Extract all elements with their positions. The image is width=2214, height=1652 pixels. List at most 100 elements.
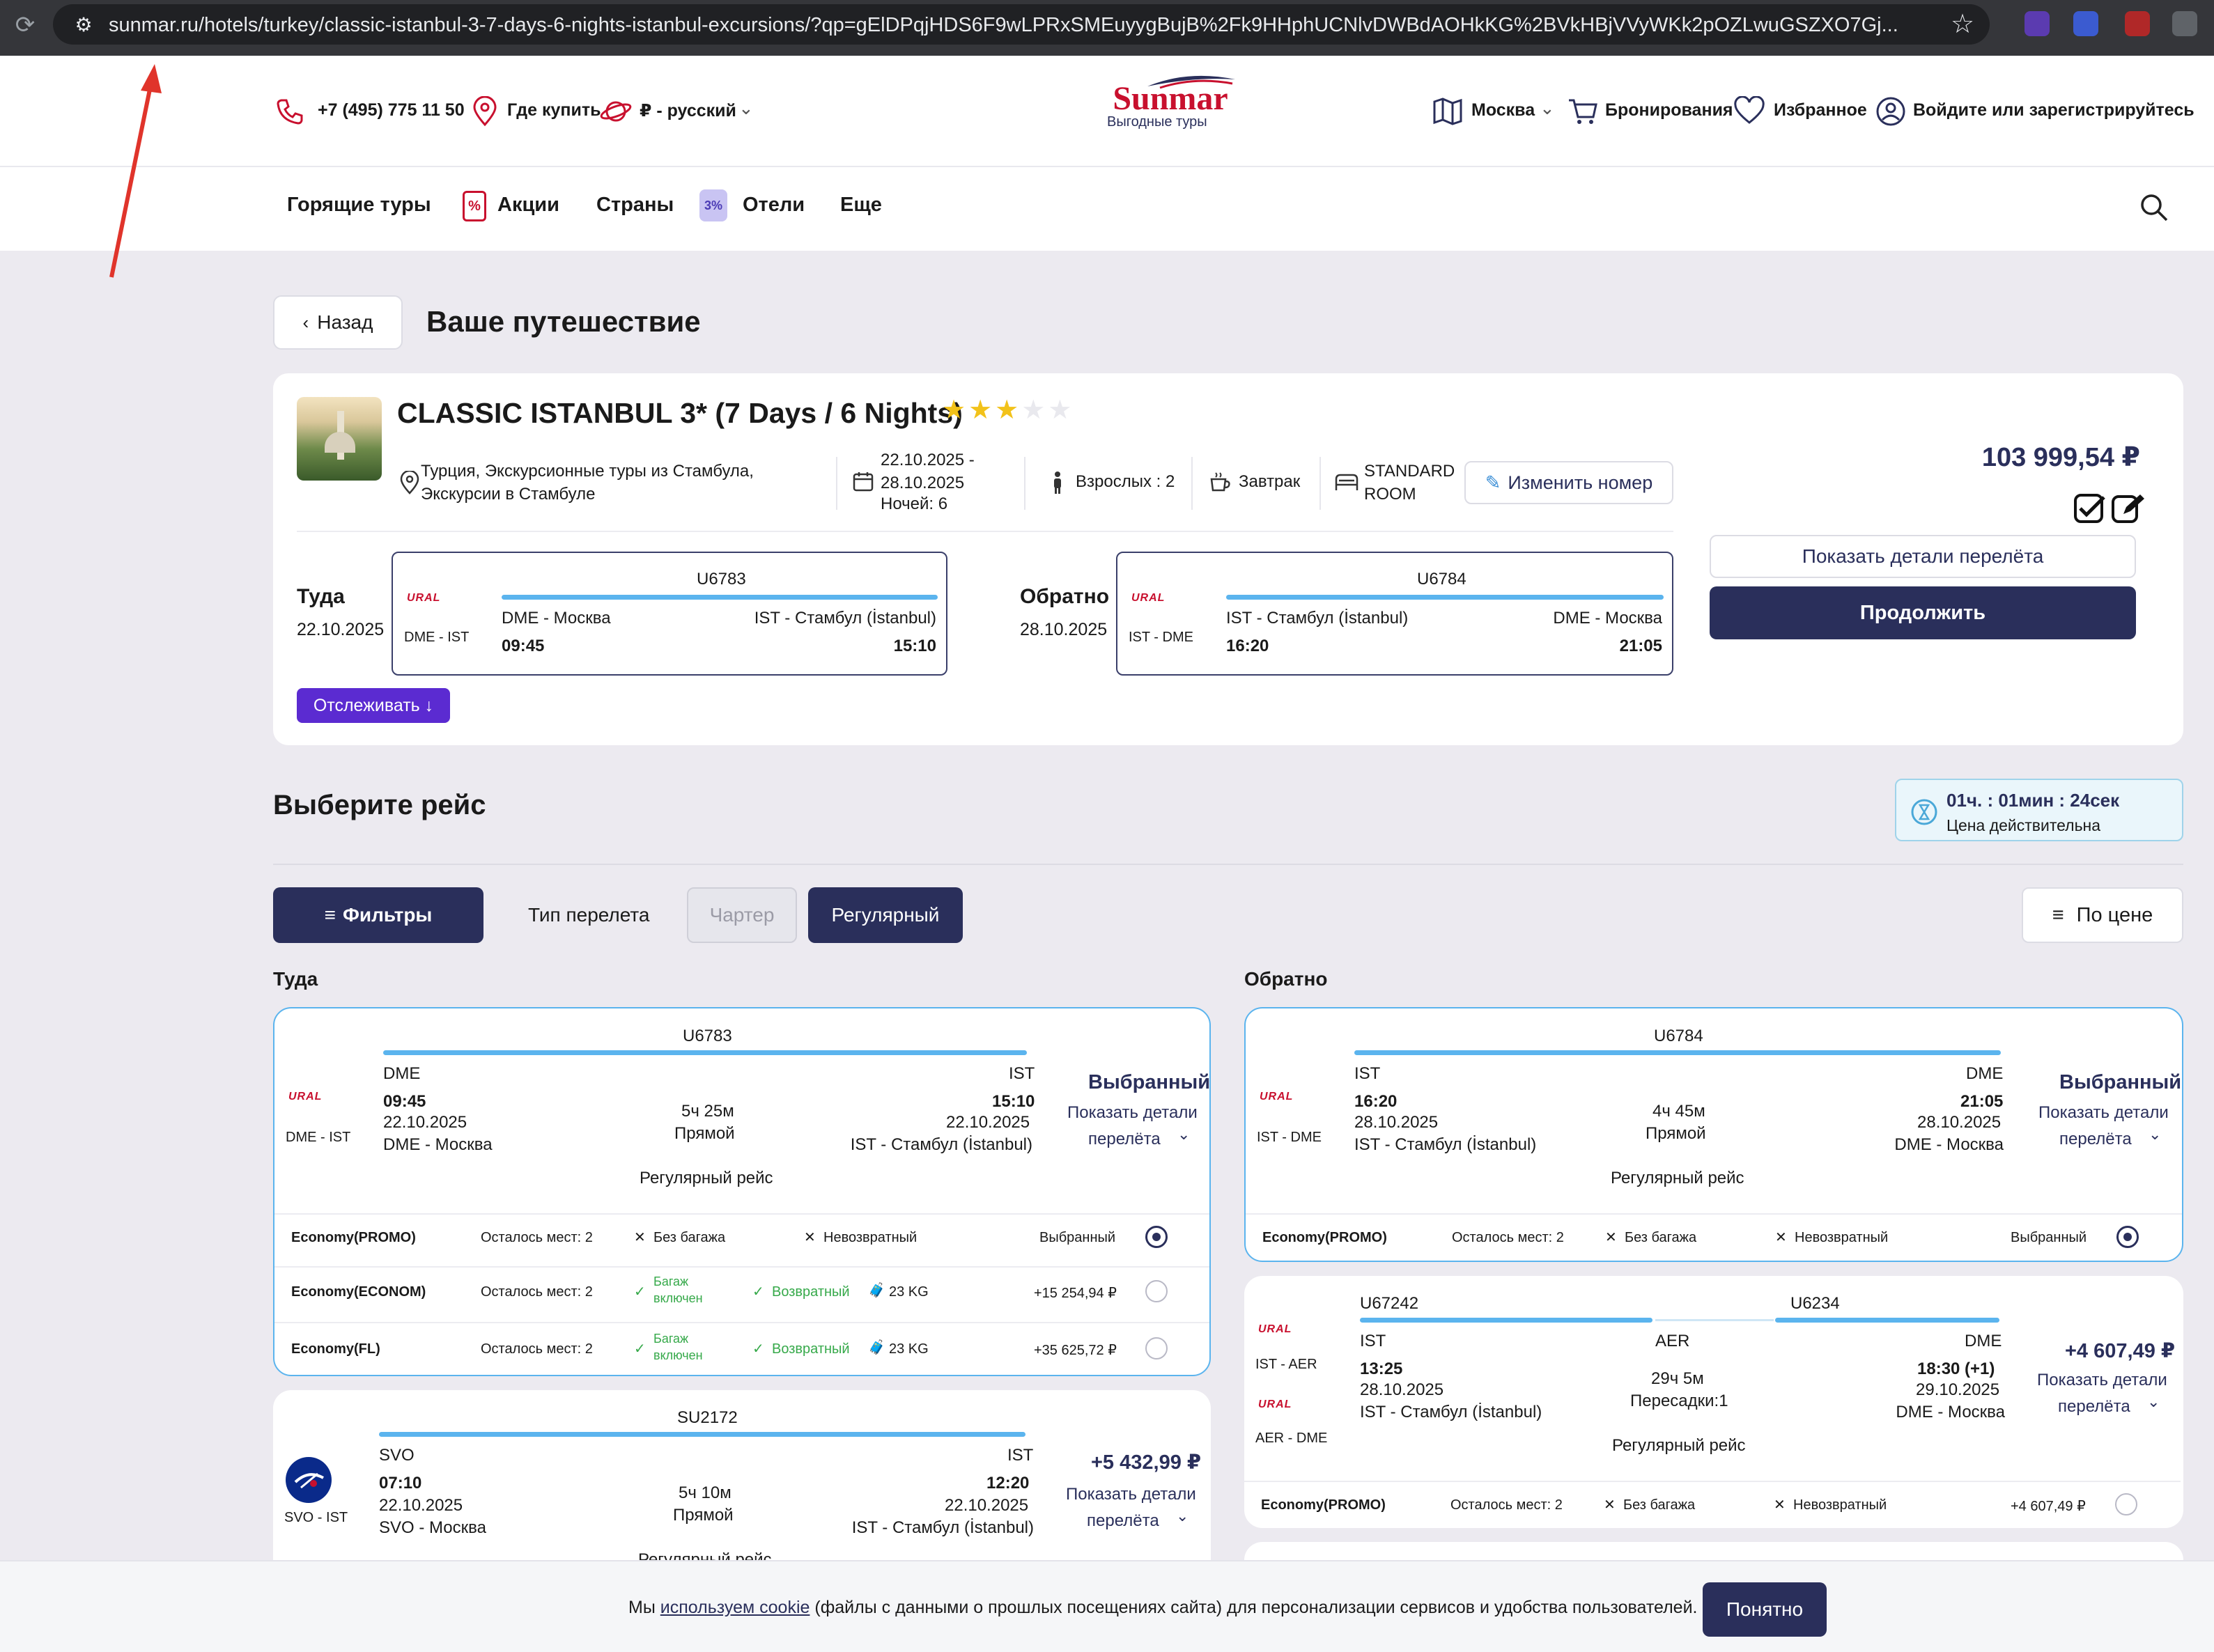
currency-language-select[interactable]: ₽ - русский [640, 101, 736, 120]
divider [273, 864, 2183, 865]
route-code: DME - IST [286, 1130, 351, 1145]
nav-more[interactable]: Еще [840, 194, 882, 216]
show-details-link[interactable]: перелёта [2059, 1130, 2132, 1148]
bookmark-star-icon[interactable]: ☆ [1951, 10, 1975, 39]
nav-countries[interactable]: Страны [596, 194, 674, 216]
regular-toggle[interactable]: Регулярный [808, 887, 963, 943]
departure-city: SVO - Москва [379, 1518, 486, 1537]
flight-bar [383, 1050, 1027, 1055]
continue-button[interactable]: Продолжить [1710, 586, 2136, 639]
separator [836, 457, 837, 510]
departure-time: 09:45 [383, 1092, 426, 1111]
bookings-link[interactable]: Бронирования [1605, 100, 1733, 120]
logo[interactable]: Sunmar Выгодные туры [1104, 74, 1237, 130]
where-to-buy-link[interactable]: Где купить [507, 100, 601, 120]
cookie-accept-button[interactable]: Понятно [1703, 1582, 1827, 1637]
return-flight-option[interactable]: URAL IST - AER URAL AER - DME U67242 U62… [1244, 1276, 2183, 1528]
change-room-button[interactable]: ✎ Изменить номер [1464, 461, 1673, 504]
arrival-time: 18:30 (+1) [1917, 1359, 1995, 1378]
timer-note: Цена действительна [1946, 816, 2101, 834]
extension-icon[interactable] [2125, 11, 2150, 36]
extension-icon[interactable] [2025, 11, 2050, 36]
departure-city: DME - Москва [383, 1135, 493, 1154]
return-column-title: Обратно [1244, 968, 1328, 990]
outbound-flight-option[interactable]: URAL DME - IST U6783 DME IST 09:45 15:10… [273, 1007, 1211, 1376]
outbound-flight-summary[interactable]: URAL DME - IST U6783 DME - Москва IST - … [392, 552, 947, 676]
chevron-down-icon[interactable]: ⌄ [1177, 1125, 1191, 1143]
favorites-link[interactable]: Избранное [1774, 100, 1867, 120]
return-flight-option[interactable]: URAL IST - DME U6784 IST DME 16:20 21:05… [1244, 1007, 2183, 1262]
track-button[interactable]: Отслеживать ↓ [297, 688, 450, 723]
charter-toggle[interactable]: Чартер [687, 887, 797, 943]
arrival-airport: IST - Стамбул (İstanbul) [754, 609, 936, 628]
outbound-column-title: Туда [273, 968, 318, 990]
direct-label: Прямой [674, 1124, 735, 1143]
nav-hot-tours[interactable]: Горящие туры [287, 194, 431, 216]
search-icon[interactable] [2139, 192, 2169, 223]
fare-class: Economy(PROMO) [1261, 1497, 1386, 1513]
arrival-date: 29.10.2025 [1916, 1380, 2000, 1399]
chevron-down-icon[interactable]: ⌄ [738, 98, 754, 118]
price-difference: +4 607,49 ₽ [2065, 1340, 2176, 1362]
arrival-code: IST [1009, 1064, 1035, 1083]
show-details-link[interactable]: Показать детали [2037, 1371, 2167, 1389]
direct-label: Прямой [673, 1506, 734, 1525]
fare-radio[interactable] [2115, 1493, 2137, 1515]
address-bar[interactable] [53, 4, 1990, 45]
chevron-down-icon[interactable]: ⌄ [2149, 1125, 2162, 1143]
cookie-policy-link[interactable]: используем cookie [660, 1598, 810, 1617]
sort-by-price-button[interactable]: ≡ По цене [2022, 887, 2183, 943]
return-flight-summary[interactable]: URAL IST - DME U6784 IST - Стамбул (İsta… [1116, 552, 1673, 676]
show-details-link[interactable]: перелёта [1087, 1511, 1159, 1530]
phone-number[interactable]: +7 (495) 775 11 50 [318, 100, 465, 120]
fare-price: +4 607,49 ₽ [2011, 1499, 2086, 1514]
hotel-photo[interactable] [297, 397, 382, 481]
extensions-menu-icon[interactable] [2172, 11, 2197, 36]
cookie-banner: Мы используем cookie (файлы с данными о … [0, 1560, 2214, 1652]
chevron-down-icon[interactable]: ⌄ [1540, 98, 1555, 118]
back-button[interactable]: ‹ Назад [273, 295, 403, 350]
chevron-down-icon[interactable]: ⌄ [1176, 1507, 1189, 1525]
route-code: DME - IST [404, 630, 470, 645]
hotel-name[interactable]: CLASSIC ISTANBUL 3* (7 Days / 6 Nights) [397, 397, 963, 429]
departure-airport: IST - Стамбул (İstanbul) [1226, 609, 1409, 628]
check-icon: ✓ [752, 1341, 764, 1357]
location-pin-icon [473, 96, 497, 127]
extension-icon[interactable] [2073, 11, 2098, 36]
show-flight-details-button[interactable]: Показать детали перелёта [1710, 535, 2136, 578]
refund-info: Возвратный [772, 1284, 850, 1300]
baggage-weight: 23 KG [889, 1341, 929, 1357]
departure-time: 09:45 [502, 637, 545, 655]
price-timer: 01ч. : 01мин : 24сек Цена действительна [1895, 779, 2183, 841]
arrival-date: 28.10.2025 [1917, 1113, 2002, 1132]
site-info-icon[interactable]: ⚙ [75, 14, 93, 36]
baggage-info: Багаж [653, 1275, 689, 1288]
edit-pencil-icon: ✎ [1485, 472, 1501, 493]
show-details-link[interactable]: перелёта [1088, 1130, 1161, 1148]
transfer-gap-bar [1655, 1319, 1774, 1321]
divider [1246, 1213, 2182, 1215]
route-code: IST - DME [1129, 630, 1193, 645]
fare-radio[interactable] [1145, 1337, 1168, 1359]
fare-radio[interactable] [1145, 1226, 1168, 1248]
chevron-down-icon[interactable]: ⌄ [2147, 1393, 2160, 1410]
login-link[interactable]: Войдите или зарегистрируйтесь [1913, 100, 2194, 120]
fare-radio[interactable] [1145, 1280, 1168, 1302]
checklist-icon[interactable] [2073, 493, 2107, 524]
show-details-link[interactable]: Показать детали [2038, 1103, 2169, 1122]
reload-icon[interactable]: ⟳ [15, 12, 36, 38]
selected-label: Выбранный [2059, 1071, 2182, 1093]
edit-note-icon[interactable] [2111, 493, 2146, 524]
city-select[interactable]: Москва [1471, 100, 1535, 120]
nav-hotels[interactable]: Отели [743, 194, 805, 216]
show-details-link[interactable]: Показать детали [1067, 1103, 1198, 1122]
url-text[interactable]: sunmar.ru/hotels/turkey/classic-istanbul… [109, 14, 1898, 36]
regular-flight-label: Регулярный рейс [1612, 1436, 1746, 1455]
nav-promo[interactable]: Акции [497, 194, 559, 216]
filters-button[interactable]: ≡ Фильтры [273, 887, 483, 943]
show-details-link[interactable]: Показать детали [1066, 1485, 1196, 1504]
departure-city: IST - Стамбул (İstanbul) [1360, 1403, 1542, 1421]
show-details-link[interactable]: перелёта [2058, 1397, 2130, 1416]
fare-radio[interactable] [2116, 1226, 2139, 1248]
flight-duration: 4ч 45м [1652, 1102, 1705, 1121]
